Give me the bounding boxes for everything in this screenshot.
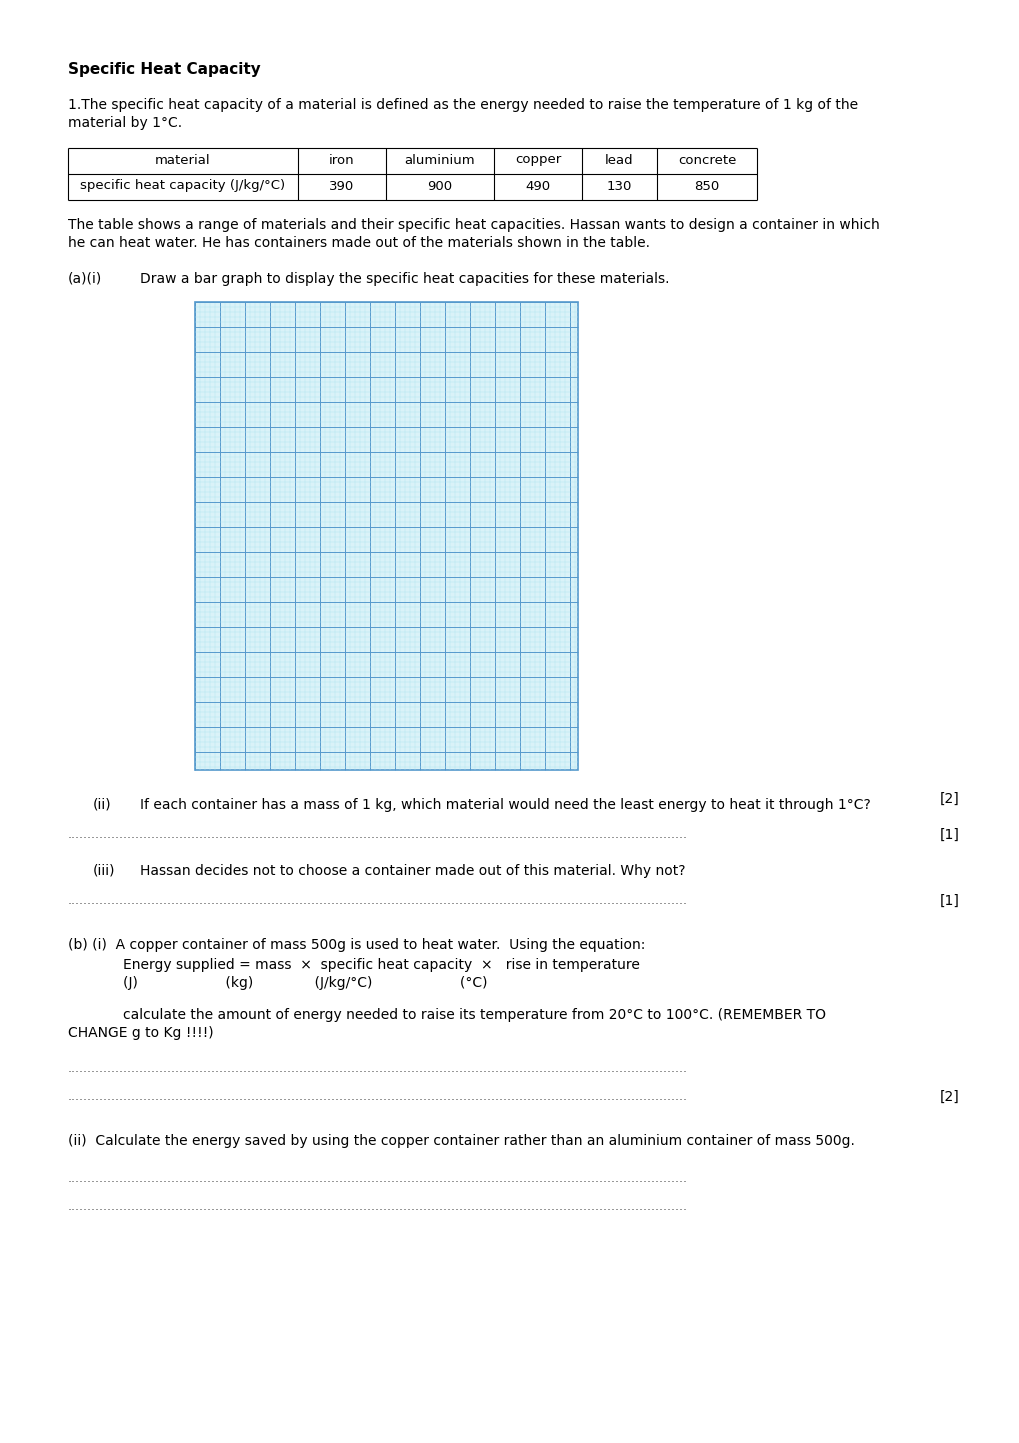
Text: ................................................................................: ........................................…	[68, 1201, 688, 1214]
Text: CHANGE g to Kg !!!!): CHANGE g to Kg !!!!)	[68, 1026, 213, 1040]
Text: Specific Heat Capacity: Specific Heat Capacity	[68, 62, 261, 76]
Bar	[195, 302, 578, 771]
Text: ................................................................................: ........................................…	[68, 1172, 688, 1185]
Text: (J)                    (kg)              (J/kg/°C)                    (°C): (J) (kg) (J/kg/°C) (°C)	[123, 975, 487, 990]
Text: (iii): (iii)	[93, 864, 115, 877]
Text: (ii)  Calculate the energy saved by using the copper container rather than an al: (ii) Calculate the energy saved by using…	[68, 1134, 854, 1149]
Text: [2]: [2]	[940, 792, 959, 807]
Text: copper: copper	[515, 153, 560, 166]
Text: 390: 390	[329, 179, 355, 192]
Text: calculate the amount of energy needed to raise its temperature from 20°C to 100°: calculate the amount of energy needed to…	[123, 1009, 825, 1022]
Text: The table shows a range of materials and their specific heat capacities. Hassan : The table shows a range of materials and…	[68, 218, 879, 232]
Text: iron: iron	[329, 153, 355, 166]
Text: material: material	[155, 153, 211, 166]
Text: 900: 900	[427, 179, 452, 192]
Text: 490: 490	[525, 179, 550, 192]
Text: [2]: [2]	[940, 1089, 959, 1104]
Text: ................................................................................: ........................................…	[68, 1089, 688, 1102]
Text: [1]: [1]	[940, 828, 959, 843]
Text: ................................................................................: ........................................…	[68, 828, 688, 841]
Text: 1.The specific heat capacity of a material is defined as the energy needed to ra: 1.The specific heat capacity of a materi…	[68, 98, 857, 113]
Text: 850: 850	[694, 179, 719, 192]
Text: (b) (i)  A copper container of mass 500g is used to heat water.  Using the equat: (b) (i) A copper container of mass 500g …	[68, 938, 645, 952]
Text: 130: 130	[606, 179, 632, 192]
Text: Draw a bar graph to display the specific heat capacities for these materials.: Draw a bar graph to display the specific…	[140, 271, 668, 286]
Text: concrete: concrete	[678, 153, 736, 166]
Text: specific heat capacity (J/kg/°C): specific heat capacity (J/kg/°C)	[81, 179, 285, 192]
Text: ................................................................................: ........................................…	[68, 1062, 688, 1075]
Text: If each container has a mass of 1 kg, which material would need the least energy: If each container has a mass of 1 kg, wh…	[140, 798, 870, 812]
Text: Energy supplied = mass  ×  specific heat capacity  ×   rise in temperature: Energy supplied = mass × specific heat c…	[123, 958, 639, 973]
Text: material by 1°C.: material by 1°C.	[68, 115, 182, 130]
Text: (a)(i): (a)(i)	[68, 271, 102, 286]
Text: [1]: [1]	[940, 895, 959, 908]
Text: lead: lead	[604, 153, 633, 166]
Bar	[195, 302, 578, 771]
Text: Hassan decides not to choose a container made out of this material. Why not?: Hassan decides not to choose a container…	[140, 864, 685, 877]
Text: (ii): (ii)	[93, 798, 111, 812]
Text: he can heat water. He has containers made out of the materials shown in the tabl: he can heat water. He has containers mad…	[68, 237, 649, 250]
Text: aluminium: aluminium	[405, 153, 475, 166]
Text: ................................................................................: ........................................…	[68, 895, 688, 908]
